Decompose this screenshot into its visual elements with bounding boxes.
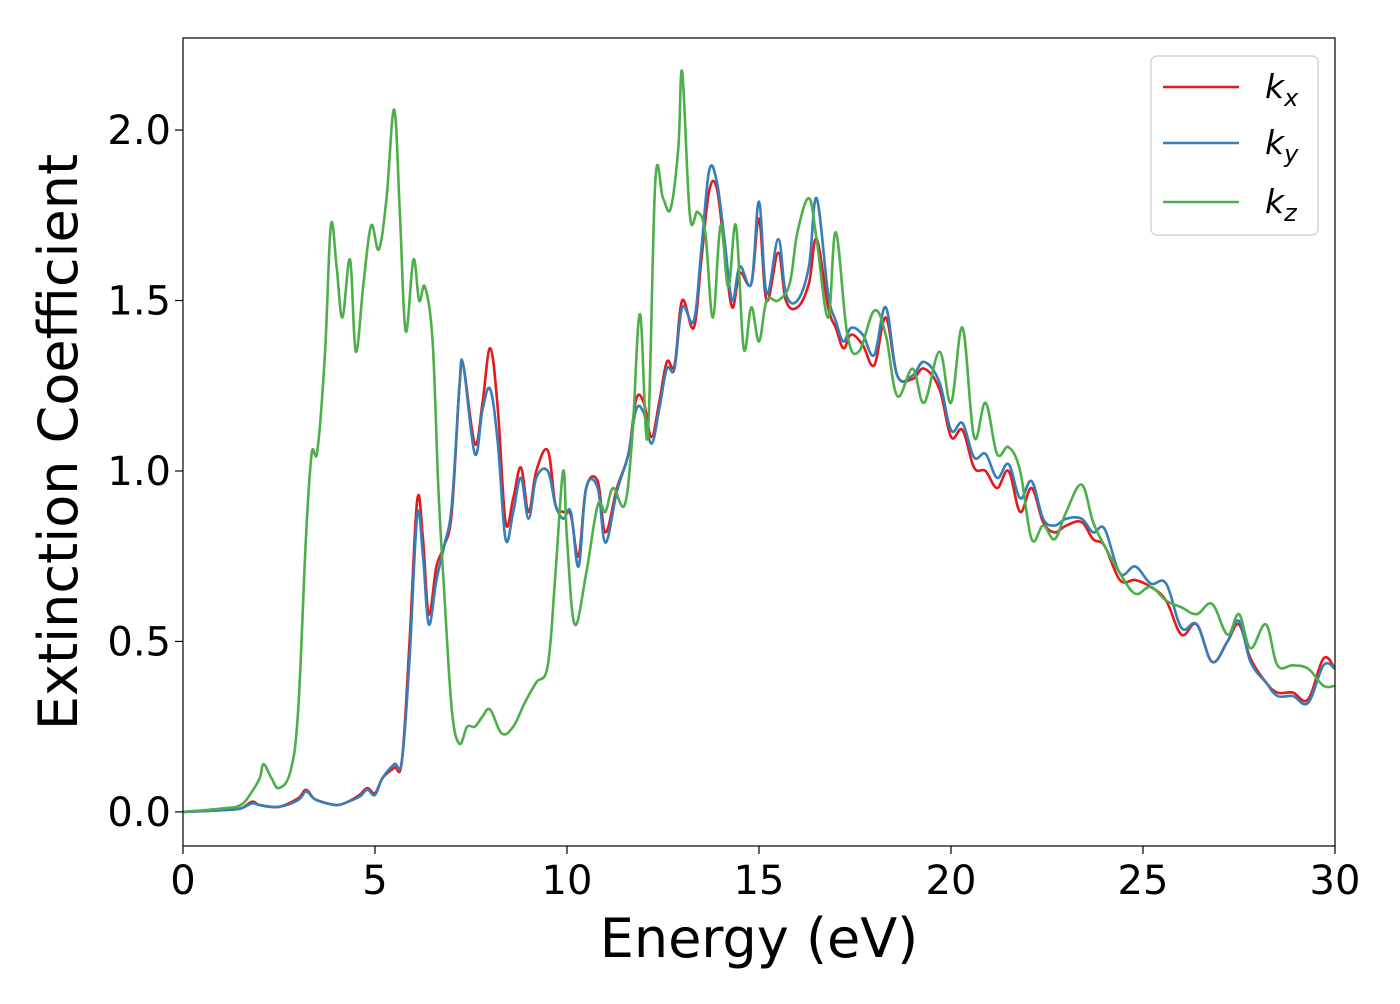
legend-label-z: kz <box>1265 182 1298 227</box>
y-tick-label: 1.0 <box>107 449 171 495</box>
y-tick-label: 0.0 <box>107 790 171 836</box>
series-layer <box>183 69 1335 814</box>
x-tick-label: 0 <box>170 858 195 904</box>
legend-box <box>1150 55 1319 236</box>
y-tick-label: 2.0 <box>107 108 171 154</box>
y-tick-label: 1.5 <box>107 279 171 325</box>
y-axis-ticks: 0.0 0.5 1.0 1.5 2.0 <box>107 108 183 836</box>
x-axis-label: Energy (eV) <box>600 907 919 970</box>
legend: kx ky kz <box>1150 55 1319 236</box>
x-axis-ticks: 0 5 10 15 20 25 30 <box>170 846 1360 904</box>
x-tick-label: 30 <box>1310 858 1361 904</box>
x-tick-label: 20 <box>926 858 977 904</box>
x-tick-label: 5 <box>362 858 387 904</box>
x-tick-label: 10 <box>542 858 593 904</box>
series-line-z <box>183 69 1335 814</box>
legend-label-x: kx <box>1265 67 1299 112</box>
x-tick-label: 15 <box>734 858 785 904</box>
x-tick-label: 25 <box>1118 858 1169 904</box>
y-tick-label: 0.5 <box>107 619 171 665</box>
y-axis-label: Extinction Coefficient <box>27 154 90 730</box>
plot-background <box>183 38 1335 846</box>
series-line-y <box>183 164 1335 814</box>
legend-label-y: ky <box>1265 123 1299 168</box>
